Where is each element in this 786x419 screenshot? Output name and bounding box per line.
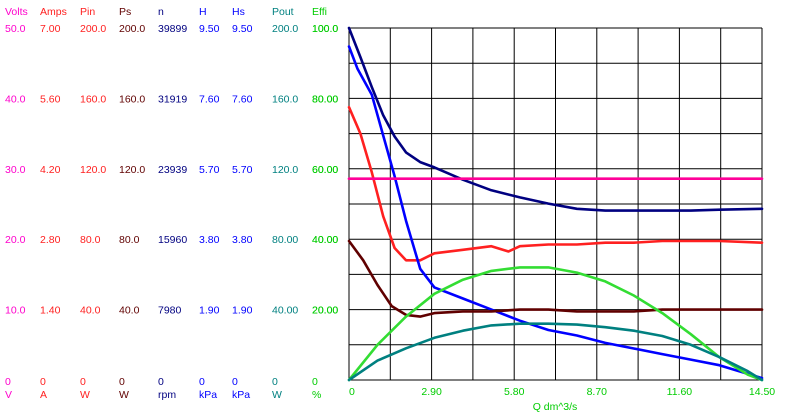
axis-tick-hs: 9.50 <box>232 23 253 35</box>
x-tick-label: 5.80 <box>504 386 525 398</box>
axis-tick-h: 1.90 <box>199 305 220 317</box>
axis-tick-amps: 7.00 <box>40 23 61 35</box>
inner-tick-effi: 80.00 <box>312 93 338 105</box>
x-tick-label: 11.60 <box>667 386 693 398</box>
axis-tick-effi: 20.00 <box>312 305 338 317</box>
axis-title-n: n <box>158 6 164 18</box>
axis-tick-n: 7980 <box>158 305 182 317</box>
axis-tick-hs: 1.90 <box>232 305 253 317</box>
axis-tick-pout: 80.00 <box>272 234 298 246</box>
axis-unit-ps: W <box>119 389 129 401</box>
axis-tick-pin: 120.0 <box>80 164 106 176</box>
axis-tick-hs: 3.80 <box>232 234 253 246</box>
axis-tick-effi: 100.0 <box>312 23 338 35</box>
axis-tick-amps: 5.60 <box>40 93 61 105</box>
axis-unit-amps: A <box>40 389 47 401</box>
x-tick-label: 2.90 <box>421 386 442 398</box>
axis-tick-pin: 40.0 <box>80 305 101 317</box>
axis-labels: Volts10.020.030.040.050.00VAmps1.402.804… <box>5 6 775 413</box>
axis-unit-hs: kPa <box>232 389 250 401</box>
plot-series <box>347 26 764 382</box>
axis-tick-effi: 40.00 <box>312 234 338 246</box>
axis-title-amps: Amps <box>40 6 67 18</box>
x-tick-label: 0 <box>349 386 355 398</box>
axis-unit-effi: % <box>312 389 321 401</box>
axis-tick-effi-zero: 0 <box>312 376 318 388</box>
axis-tick-volts: 20.0 <box>5 234 26 246</box>
axis-tick-n: 23939 <box>158 164 187 176</box>
axis-tick-ps-zero: 0 <box>119 376 125 388</box>
axis-title-ps: Ps <box>119 6 131 18</box>
axis-tick-ps: 80.0 <box>119 234 140 246</box>
series-line-h-2 <box>347 45 764 380</box>
axis-tick-amps: 2.80 <box>40 234 61 246</box>
axis-tick-pout: 200.0 <box>272 23 298 35</box>
axis-tick-volts: 40.0 <box>5 93 26 105</box>
x-tick-label: 8.70 <box>587 386 608 398</box>
axis-tick-amps: 4.20 <box>40 164 61 176</box>
inner-tick-effi: 100.0 <box>312 23 338 35</box>
x-axis-label: Q dm^3/s <box>533 401 578 413</box>
axis-tick-pout-zero: 0 <box>272 376 278 388</box>
series-line-n-0 <box>347 26 764 212</box>
axis-tick-h: 7.60 <box>199 93 220 105</box>
axis-title-hs: Hs <box>232 6 245 18</box>
axis-unit-pout: W <box>272 389 282 401</box>
axis-tick-pin: 200.0 <box>80 23 106 35</box>
axis-tick-hs: 5.70 <box>232 164 253 176</box>
axis-tick-pin: 160.0 <box>80 93 106 105</box>
axis-tick-hs-zero: 0 <box>232 376 238 388</box>
axis-tick-amps: 1.40 <box>40 305 61 317</box>
series-line-ps-3 <box>347 239 764 318</box>
inner-tick-effi: 20.00 <box>312 305 338 317</box>
axis-tick-effi: 60.00 <box>312 164 338 176</box>
axis-unit-pin: W <box>80 389 90 401</box>
axis-tick-effi: 80.00 <box>312 93 338 105</box>
series-line-pout-6 <box>347 322 764 382</box>
axis-tick-ps: 160.0 <box>119 93 145 105</box>
axis-title-h: H <box>199 6 207 18</box>
axis-tick-h: 9.50 <box>199 23 220 35</box>
axis-tick-ps: 120.0 <box>119 164 145 176</box>
axis-tick-ps: 200.0 <box>119 23 145 35</box>
axis-tick-h-zero: 0 <box>199 376 205 388</box>
axis-unit-volts: V <box>5 389 12 401</box>
axis-tick-volts-zero: 0 <box>5 376 11 388</box>
axis-title-pout: Pout <box>272 6 294 18</box>
axis-tick-hs: 7.60 <box>232 93 253 105</box>
axis-tick-volts: 30.0 <box>5 164 26 176</box>
plot-grid <box>348 27 763 381</box>
axis-tick-volts: 10.0 <box>5 305 26 317</box>
axis-tick-ps: 40.0 <box>119 305 140 317</box>
axis-tick-h: 5.70 <box>199 164 220 176</box>
axis-tick-pin-zero: 0 <box>80 376 86 388</box>
axis-tick-h: 3.80 <box>199 234 220 246</box>
axis-tick-amps-zero: 0 <box>40 376 46 388</box>
inner-tick-effi: 60.00 <box>312 164 338 176</box>
series-line-effi-5 <box>347 266 764 382</box>
axis-tick-pout: 120.0 <box>272 164 298 176</box>
series-line-pin-1 <box>347 105 764 262</box>
axis-tick-n: 31919 <box>158 93 187 105</box>
axis-tick-n: 39899 <box>158 23 187 35</box>
axis-title-effi: Effi <box>312 6 327 18</box>
axis-unit-n: rpm <box>158 389 176 401</box>
axis-unit-h: kPa <box>199 389 217 401</box>
axis-tick-pin: 80.0 <box>80 234 101 246</box>
axis-tick-volts: 50.0 <box>5 23 26 35</box>
inner-tick-effi: 40.00 <box>312 234 338 246</box>
axis-tick-pout: 40.00 <box>272 305 298 317</box>
axis-tick-pout: 160.0 <box>272 93 298 105</box>
x-tick-label: 14.50 <box>749 386 775 398</box>
axis-title-pin: Pin <box>80 6 95 18</box>
axis-tick-n: 15960 <box>158 234 187 246</box>
axis-title-volts: Volts <box>5 6 28 18</box>
axis-tick-n-zero: 0 <box>158 376 164 388</box>
